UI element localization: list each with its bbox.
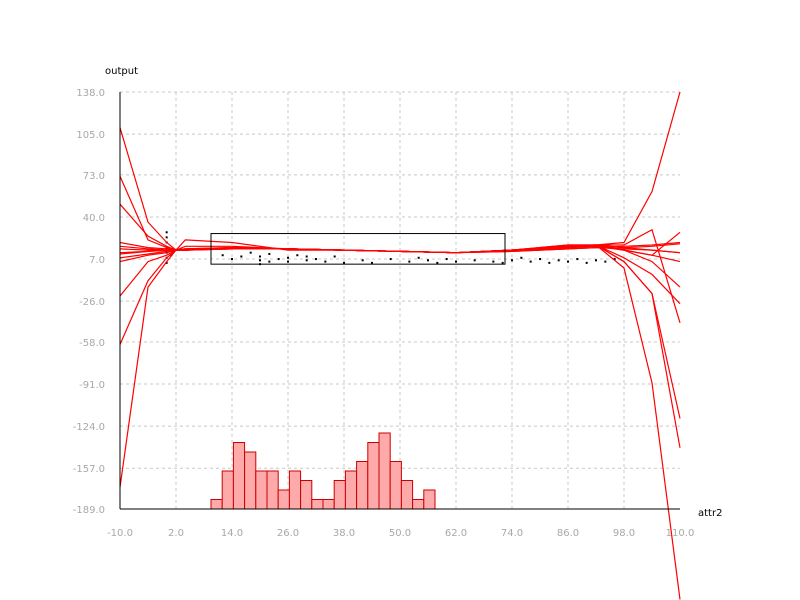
grid bbox=[120, 91, 680, 509]
data-point bbox=[305, 255, 308, 258]
data-point bbox=[417, 256, 420, 259]
histogram-bar bbox=[389, 461, 402, 510]
data-point bbox=[595, 259, 597, 262]
data-point bbox=[361, 259, 364, 262]
histogram-bar bbox=[232, 442, 246, 510]
y-tick-labels: 138.0 105.0 73.0 40.0 7.0 -26.0 -58.0 -91.0 -124… bbox=[73, 88, 105, 516]
data-point bbox=[539, 258, 541, 261]
data-point bbox=[520, 256, 523, 259]
histogram-bar bbox=[400, 480, 414, 510]
data-point bbox=[277, 258, 280, 261]
data-point bbox=[585, 261, 588, 264]
data-point bbox=[259, 255, 261, 258]
data-point bbox=[445, 258, 448, 261]
data-point bbox=[240, 255, 243, 258]
x-tick-label: 50.0 bbox=[389, 528, 411, 539]
data-point bbox=[165, 261, 168, 264]
y-tick-label: 73.0 bbox=[83, 171, 105, 182]
data-point bbox=[501, 261, 504, 264]
data-point bbox=[268, 252, 271, 255]
histogram-bar bbox=[244, 451, 257, 510]
histogram-bar bbox=[288, 470, 302, 510]
data-point bbox=[287, 260, 289, 263]
y-tick-label: 105.0 bbox=[76, 130, 105, 141]
y-tick-label: -124.0 bbox=[73, 422, 105, 433]
y-tick-label: -26.0 bbox=[79, 297, 105, 308]
data-point bbox=[548, 261, 551, 264]
y-axis-title: output bbox=[105, 66, 138, 77]
data-point bbox=[492, 260, 495, 263]
histogram-bar bbox=[378, 432, 391, 510]
histogram-bar bbox=[356, 461, 369, 510]
data-point bbox=[231, 258, 233, 261]
data-point bbox=[613, 258, 616, 261]
data-point bbox=[296, 254, 299, 257]
model-line bbox=[119, 244, 681, 600]
x-tick-label: 98.0 bbox=[613, 528, 635, 539]
histogram-bar bbox=[322, 499, 335, 510]
y-tick-label: 7.0 bbox=[89, 255, 105, 266]
data-point bbox=[371, 261, 373, 264]
data-point bbox=[324, 260, 327, 263]
data-point bbox=[268, 260, 271, 263]
histogram-bar bbox=[266, 470, 279, 510]
histogram-bar bbox=[300, 480, 313, 510]
data-point bbox=[389, 258, 392, 261]
data-point bbox=[165, 236, 168, 239]
model-line bbox=[119, 244, 681, 488]
selection-box[interactable] bbox=[210, 233, 506, 265]
data-point bbox=[343, 261, 345, 264]
x-tick-label: -10.0 bbox=[107, 528, 133, 539]
x-tick-label: 74.0 bbox=[501, 528, 523, 539]
data-point bbox=[165, 231, 168, 234]
data-point bbox=[427, 259, 429, 262]
x-tick-label: 38.0 bbox=[333, 528, 355, 539]
x-tick-labels: -10.0 2.0 14.0 26.0 38.0 50.0 62.0 74.0 86.0 98.0… bbox=[107, 528, 694, 539]
y-tick-label: -58.0 bbox=[79, 338, 105, 349]
y-tick-label: -157.0 bbox=[73, 464, 105, 475]
x-tick-label: 86.0 bbox=[557, 528, 579, 539]
x-tick-label: 26.0 bbox=[277, 528, 299, 539]
x-tick-label: 2.0 bbox=[168, 528, 184, 539]
histogram-bar bbox=[344, 470, 358, 510]
data-point bbox=[305, 259, 308, 262]
data-point bbox=[473, 259, 476, 262]
data-point bbox=[249, 251, 252, 254]
data-point bbox=[557, 259, 560, 262]
data-point bbox=[436, 261, 439, 264]
data-point bbox=[529, 260, 532, 263]
x-axis-title: attr2 bbox=[698, 508, 722, 519]
data-points bbox=[161, 231, 616, 266]
data-point bbox=[576, 258, 579, 261]
x-tick-label: 110.0 bbox=[666, 528, 695, 539]
y-tick-label: 40.0 bbox=[83, 213, 105, 224]
histogram-bar bbox=[367, 442, 380, 510]
histogram-bar bbox=[210, 499, 223, 510]
y-tick-label: -189.0 bbox=[73, 505, 105, 516]
data-point bbox=[315, 258, 317, 261]
data-point bbox=[333, 255, 336, 258]
data-point bbox=[511, 259, 513, 262]
y-tick-label: -91.0 bbox=[79, 380, 105, 391]
histogram-bar bbox=[412, 499, 425, 510]
data-point bbox=[221, 254, 224, 257]
histogram-bar bbox=[423, 489, 436, 510]
data-point bbox=[567, 260, 569, 263]
data-point bbox=[408, 260, 411, 263]
histogram-bar bbox=[277, 489, 290, 510]
x-tick-label: 14.0 bbox=[221, 528, 243, 539]
histogram bbox=[210, 432, 436, 510]
histogram-bar bbox=[255, 470, 268, 510]
data-point bbox=[287, 256, 289, 259]
data-point bbox=[604, 260, 607, 263]
y-tick-label: 138.0 bbox=[76, 88, 105, 99]
data-point bbox=[455, 260, 457, 263]
histogram-bar bbox=[311, 499, 324, 510]
histogram-bar bbox=[333, 480, 346, 510]
data-point bbox=[259, 259, 261, 262]
model-lines bbox=[119, 91, 681, 600]
x-tick-label: 62.0 bbox=[445, 528, 467, 539]
histogram-bar bbox=[221, 470, 234, 510]
